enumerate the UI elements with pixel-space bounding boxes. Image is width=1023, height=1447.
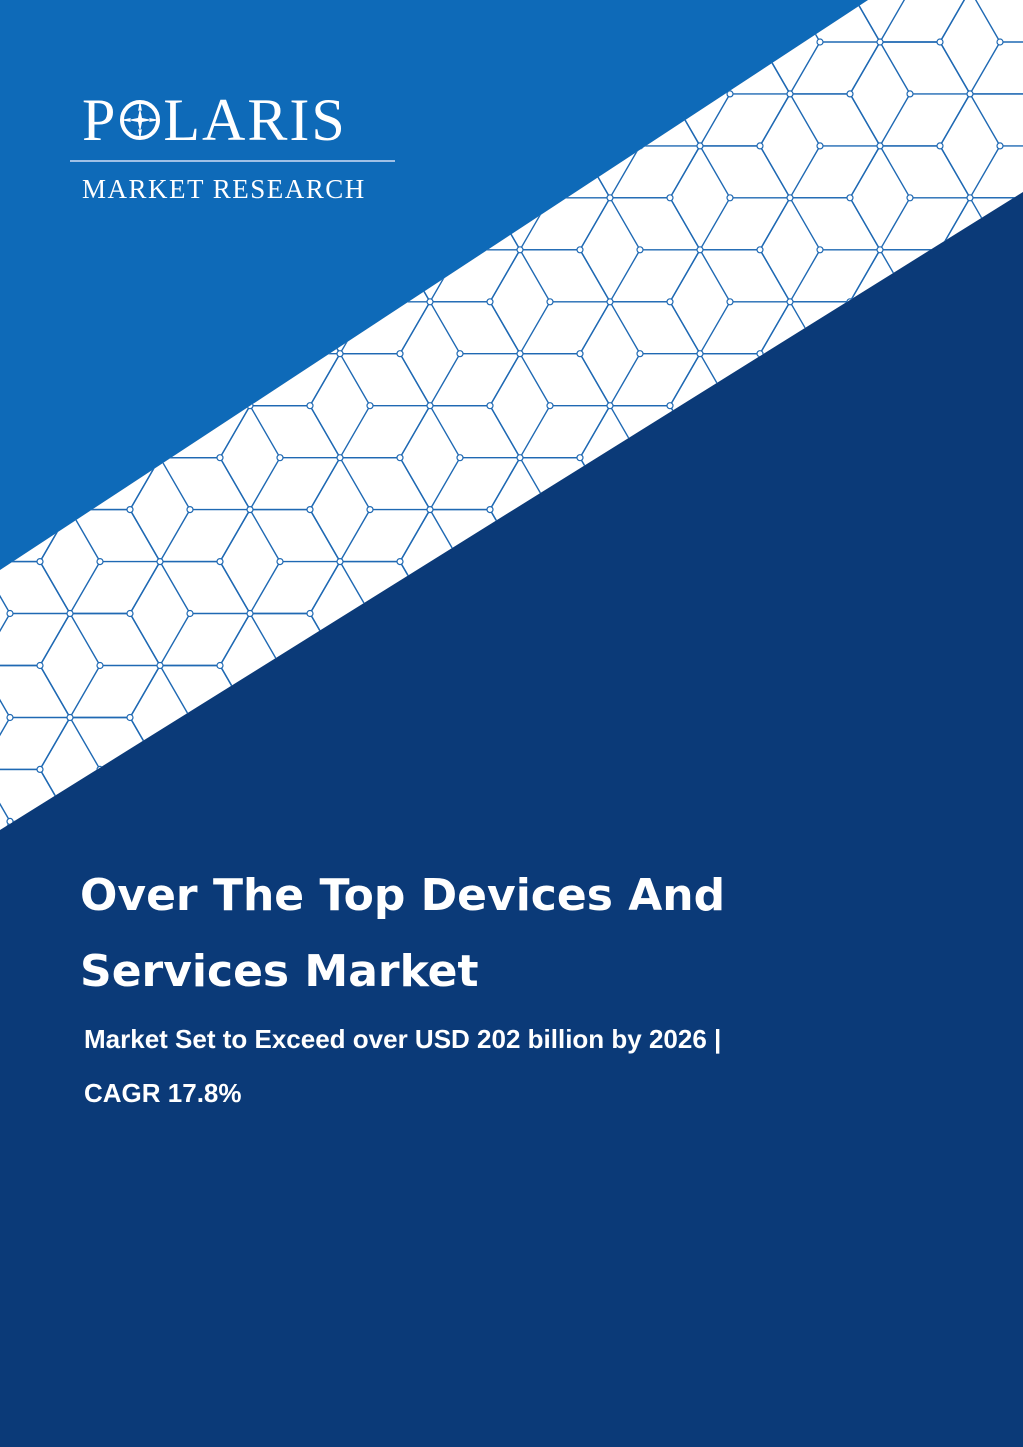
report-subtitle: Market Set to Exceed over USD 202 billio… <box>84 1012 964 1120</box>
report-title-line-1: Over The Top Devices And <box>80 870 726 921</box>
logo-tagline: MARKET RESEARCH <box>82 174 366 204</box>
logo-divider <box>70 160 395 162</box>
report-subtitle-line-2: CAGR 17.8% <box>84 1078 242 1108</box>
report-subtitle-line-1: Market Set to Exceed over USD 202 billio… <box>84 1024 722 1054</box>
logo-letter-p: P <box>82 87 118 153</box>
polaris-logo: P LARIS MARKET RESEARCH <box>70 82 400 212</box>
logo-letters-laris: LARIS <box>163 87 347 153</box>
compass-star-icon <box>120 100 161 140</box>
logo-wordmark: P LARIS <box>82 82 347 158</box>
report-title-line-2: Services Market <box>80 946 479 997</box>
report-title: Over The Top Devices And Services Market <box>80 858 960 1010</box>
